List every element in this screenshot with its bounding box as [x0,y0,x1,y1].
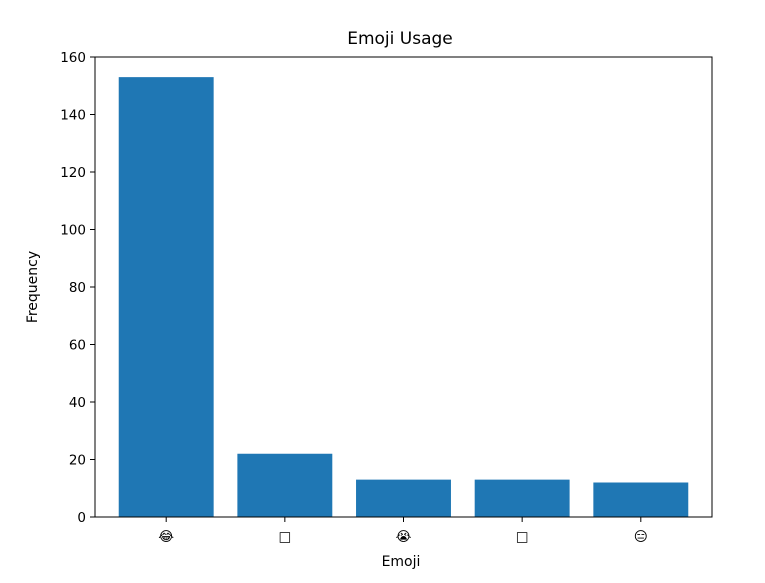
axes-frame [94,56,713,518]
plot-area: 😂 □ 😭 □ 😑 0 20 40 60 80 100 120 140 160 [60,50,713,545]
bar-4 [474,479,570,518]
x-tick-label: □ [516,529,529,545]
bar-3 [356,479,451,518]
x-tick-label: □ [278,529,291,545]
x-tick-label: 😭 [396,529,412,545]
bar-1 [118,77,214,518]
y-tick-label: 100 [60,223,86,239]
y-tick-label: 80 [69,280,86,296]
x-tick-label: 😂 [158,529,174,545]
bar-5 [593,482,689,517]
y-tick-label: 160 [60,50,86,66]
chart-title: Emoji Usage [347,29,453,49]
y-tick-label: 40 [69,395,86,411]
y-tick-label: 20 [69,453,86,469]
y-tick-label: 120 [60,165,86,181]
x-tick-label: 😑 [634,529,648,545]
y-tick-label: 60 [69,338,86,354]
y-tick-label: 0 [77,510,86,526]
y-axis-label: Frequency [25,251,41,323]
y-tick-label: 140 [60,108,86,124]
x-axis-label: Emoji [382,554,421,570]
bar-2 [237,453,333,517]
